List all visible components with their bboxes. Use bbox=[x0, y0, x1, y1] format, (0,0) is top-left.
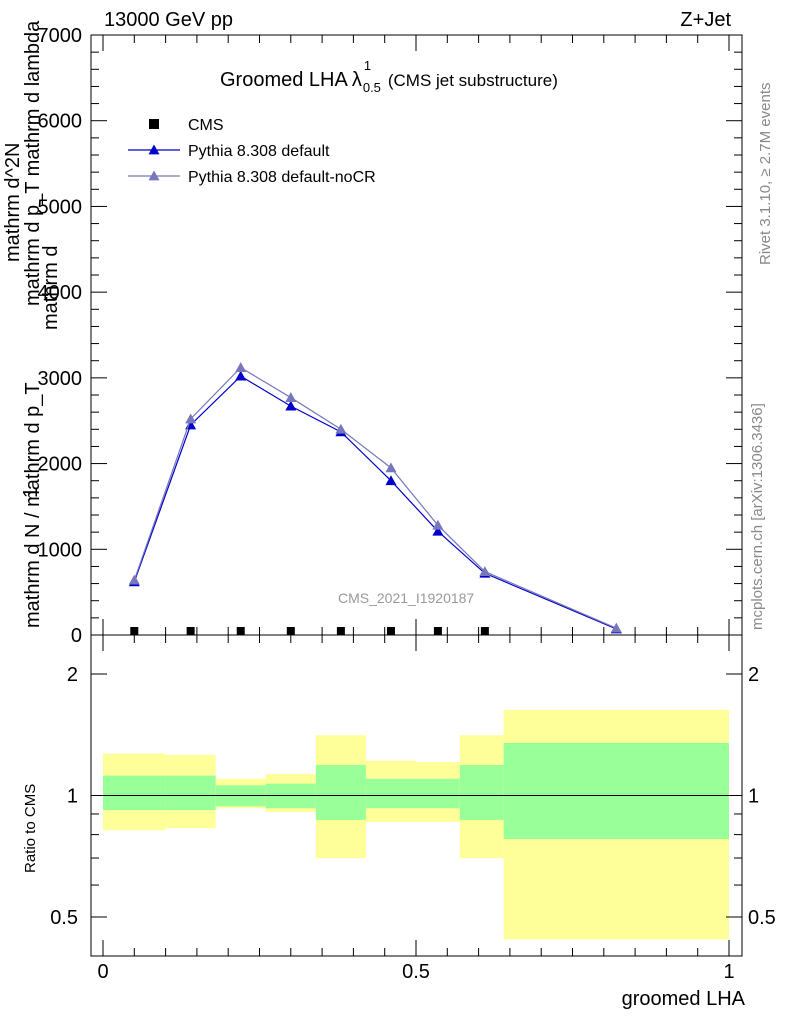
mcplots-label: mcplots.cern.ch [arXiv:1306.3436] bbox=[749, 403, 766, 630]
ratio-x-tick-label: 1 bbox=[723, 961, 734, 983]
series-2-point bbox=[285, 392, 297, 402]
legend-label-2: Pythia 8.308 default-noCR bbox=[188, 169, 376, 186]
legend-label-0: CMS bbox=[188, 117, 224, 134]
series-2-point bbox=[185, 413, 197, 424]
chart-title: Groomed LHA λ 1 0.5 (CMS jet substructure) bbox=[220, 58, 558, 95]
series-2-point bbox=[335, 423, 347, 434]
y-axis-label-extra: mathrm d bbox=[40, 245, 62, 330]
title-sub: 0.5 bbox=[362, 80, 381, 95]
main-y-tick-label: 7000 bbox=[38, 25, 83, 47]
ratio-inner-band-1 bbox=[165, 775, 216, 811]
ratio-y-tick-label-right: 2 bbox=[748, 664, 759, 686]
legend: CMS Pythia 8.308 default Pythia 8.308 defa… bbox=[128, 117, 376, 186]
series-2-point bbox=[479, 566, 491, 576]
cms-data-point bbox=[186, 627, 195, 635]
main-y-tick-label: 1000 bbox=[38, 539, 83, 561]
legend-label-1: Pythia 8.308 default bbox=[188, 143, 330, 160]
main-y-tick-label: 4000 bbox=[38, 282, 83, 304]
series-1-point bbox=[235, 370, 247, 381]
series-2-point bbox=[385, 462, 397, 473]
ratio-inner-band-8 bbox=[503, 742, 729, 840]
ratio-bands bbox=[103, 709, 729, 940]
legend-marker-1 bbox=[148, 144, 160, 155]
series-1-point bbox=[432, 525, 444, 536]
ratio-inner-band-7 bbox=[459, 765, 504, 820]
cms-data-point bbox=[336, 627, 345, 635]
title-main: Groomed LHA bbox=[220, 69, 348, 91]
ratio-y-tick-label: 2 bbox=[67, 664, 78, 686]
series-2-point bbox=[128, 574, 140, 585]
ratio-y-tick-label: 1 bbox=[67, 786, 78, 808]
cms-data-point bbox=[130, 627, 139, 635]
ratio-y-axis-label: Ratio to CMS bbox=[22, 783, 39, 873]
title-sup: 1 bbox=[363, 58, 372, 73]
series-2-point bbox=[432, 519, 444, 530]
ratio-inner-band-6 bbox=[416, 778, 460, 809]
ratio-inner-band-0 bbox=[103, 775, 166, 811]
series-2-point bbox=[235, 362, 247, 372]
title-lambda: λ bbox=[351, 69, 362, 91]
ratio-x-tick-label: 0.5 bbox=[402, 961, 430, 983]
series-layer bbox=[128, 362, 622, 635]
ratio-y-tick-label-right: 1 bbox=[748, 786, 759, 808]
ratio-inner-band-4 bbox=[315, 765, 366, 820]
cms-data-point bbox=[236, 627, 245, 635]
ratio-inner-band-5 bbox=[365, 778, 416, 809]
header-right: Z+Jet bbox=[680, 9, 731, 31]
main-y-tick-label: 6000 bbox=[38, 111, 83, 133]
cms-data-point bbox=[433, 627, 442, 635]
analysis-watermark: CMS_2021_I1920187 bbox=[338, 590, 475, 606]
header-left: 13000 GeV pp bbox=[104, 9, 233, 31]
cms-data-point bbox=[480, 627, 489, 635]
main-y-tick-label: 5000 bbox=[38, 196, 83, 218]
cms-data-point bbox=[286, 627, 295, 635]
tick-labels: 0 1000 2000 3000 4000 5000 6000 7000 0.5 0.5 1 1 2 2 0… bbox=[38, 25, 776, 983]
ratio-x-tick-label: 0 bbox=[97, 961, 108, 983]
main-y-tick-label: 2000 bbox=[38, 454, 83, 476]
series-1-point bbox=[385, 475, 397, 486]
main-y-tick-label: 0 bbox=[71, 625, 82, 647]
ratio-panel-ticks bbox=[91, 635, 742, 956]
title-paren: (CMS jet substructure) bbox=[387, 71, 558, 90]
series-2-point bbox=[610, 622, 622, 633]
legend-cms-marker bbox=[149, 119, 159, 129]
x-axis-label: groomed LHA bbox=[621, 988, 745, 1010]
rivet-label: Rivet 3.1.10, ≥ 2.7M events bbox=[757, 82, 774, 266]
ratio-y-tick-label: 0.5 bbox=[50, 907, 78, 929]
y-axis-label-fraction-top: mathrm d N / mathrm d p_T bbox=[22, 382, 44, 628]
ratio-y-tick-label-right: 0.5 bbox=[748, 907, 776, 929]
main-y-tick-label: 3000 bbox=[38, 368, 83, 390]
cms-data-point bbox=[386, 627, 395, 635]
legend-marker-2 bbox=[148, 170, 160, 181]
series-1-point bbox=[285, 400, 297, 411]
